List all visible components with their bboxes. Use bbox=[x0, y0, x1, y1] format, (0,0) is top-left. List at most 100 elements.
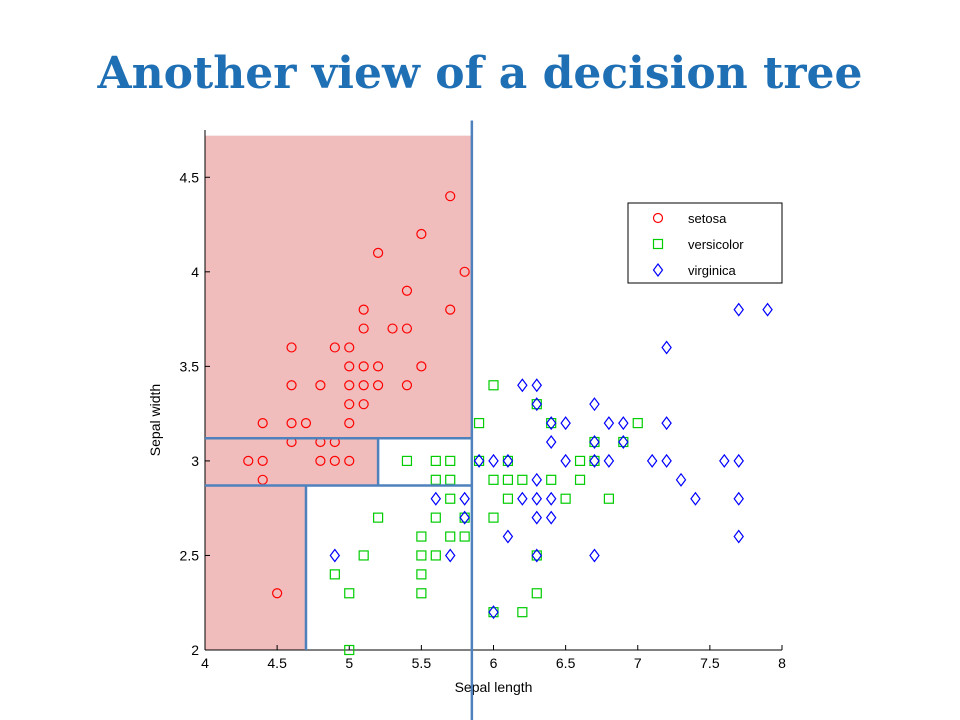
setosa-point bbox=[373, 361, 384, 372]
versicolor-point bbox=[574, 455, 586, 467]
y-tick-label: 4.5 bbox=[180, 169, 200, 185]
versicolor-point bbox=[416, 588, 427, 599]
decision-regions bbox=[205, 135, 472, 650]
setosa-point bbox=[373, 247, 384, 259]
virginica-point bbox=[444, 548, 456, 563]
virginica-point bbox=[603, 453, 615, 468]
virginica-point bbox=[560, 416, 571, 431]
versicolor-point bbox=[502, 474, 514, 485]
versicolor-point bbox=[531, 550, 542, 561]
versicolor-point bbox=[488, 380, 499, 391]
y-axis-label: Sepal width bbox=[147, 384, 163, 456]
setosa-point bbox=[358, 323, 369, 334]
versicolor-point bbox=[430, 474, 441, 485]
virginica-point bbox=[531, 510, 543, 525]
versicolor-point bbox=[358, 550, 369, 561]
legend: setosa versicolor virginica bbox=[627, 202, 783, 284]
versicolor-point bbox=[344, 644, 355, 656]
virginica-point bbox=[502, 453, 514, 468]
versicolor-point bbox=[531, 399, 542, 410]
versicolor-point bbox=[459, 531, 470, 542]
virginica-point bbox=[531, 472, 543, 487]
virginica-point bbox=[488, 453, 499, 468]
y-tick-label: 2.5 bbox=[180, 547, 200, 563]
setosa-point bbox=[286, 342, 297, 353]
x-tick-label: 5 bbox=[345, 655, 353, 671]
setosa-point bbox=[257, 417, 268, 429]
setosa-point bbox=[459, 266, 470, 277]
versicolor-point bbox=[473, 455, 485, 467]
versicolor-point bbox=[502, 455, 514, 467]
versicolor-point bbox=[589, 455, 600, 467]
virginica-point bbox=[531, 491, 543, 506]
virginica-point bbox=[733, 453, 744, 468]
versicolor-point bbox=[488, 512, 499, 523]
setosa-point bbox=[445, 304, 456, 315]
versicolor-point bbox=[445, 493, 456, 504]
setosa-point bbox=[401, 323, 413, 334]
setosa-point bbox=[344, 361, 355, 372]
y-tick-label: 3.5 bbox=[180, 358, 200, 374]
legend-label-versicolor: versicolor bbox=[688, 237, 744, 252]
decision-splits bbox=[205, 120, 474, 720]
setosa-point bbox=[344, 380, 355, 391]
virginica-point bbox=[531, 397, 543, 412]
virginica-point bbox=[502, 529, 514, 544]
versicolor-point bbox=[445, 455, 456, 467]
virginica-point bbox=[545, 510, 557, 525]
versicolor-point bbox=[430, 512, 441, 523]
setosa-point bbox=[344, 417, 355, 429]
setosa-point bbox=[416, 361, 427, 372]
versicolor-point bbox=[574, 474, 586, 485]
versicolor-point bbox=[401, 455, 413, 467]
virginica-point bbox=[719, 453, 730, 468]
virginica-point bbox=[646, 453, 658, 468]
versicolor-point bbox=[603, 493, 615, 504]
setosa-point bbox=[315, 380, 326, 391]
legend-label-virginica: virginica bbox=[688, 263, 736, 278]
versicolor-point bbox=[488, 474, 499, 485]
y-tick-label: 4 bbox=[191, 264, 199, 280]
versicolor-point bbox=[517, 474, 528, 485]
versicolor-point bbox=[344, 588, 355, 599]
setosa-point bbox=[358, 399, 369, 410]
setosa-point bbox=[315, 455, 326, 467]
virginica-point bbox=[603, 416, 615, 431]
versicolor-point bbox=[488, 607, 499, 618]
slide-title: Another view of a decision tree bbox=[97, 48, 863, 99]
x-tick-label: 5.5 bbox=[412, 655, 432, 671]
versicolor-point bbox=[589, 436, 600, 448]
virginica-point bbox=[560, 453, 571, 468]
virginica-point bbox=[531, 378, 543, 393]
versicolor-point bbox=[531, 588, 542, 599]
setosa-point bbox=[401, 285, 413, 296]
y-tick-label: 3 bbox=[191, 453, 199, 469]
x-axis-label: Sepal length bbox=[455, 679, 533, 695]
virginica-point bbox=[545, 435, 557, 449]
legend-label-setosa: setosa bbox=[688, 211, 727, 226]
legend-marker-virginica bbox=[652, 263, 664, 277]
versicolor-point bbox=[430, 550, 441, 561]
virginica-point bbox=[661, 416, 672, 431]
virginica-point bbox=[473, 453, 485, 468]
versicolor-point bbox=[445, 531, 456, 542]
virginica-point bbox=[661, 340, 672, 355]
region-2 bbox=[205, 438, 379, 486]
setosa-point bbox=[358, 380, 369, 391]
virginica-point bbox=[459, 491, 470, 506]
virginica-point bbox=[762, 302, 773, 317]
x-tick-label: 7 bbox=[634, 655, 642, 671]
virginica-point bbox=[531, 548, 543, 563]
virginica-point bbox=[545, 416, 557, 431]
setosa-point bbox=[358, 361, 369, 372]
versicolor-point bbox=[517, 607, 528, 618]
x-tick-label: 4.5 bbox=[267, 655, 287, 671]
setosa-point bbox=[373, 380, 384, 391]
setosa-point bbox=[416, 228, 427, 240]
setosa-point bbox=[272, 588, 283, 599]
virginica-point bbox=[589, 453, 600, 468]
x-tick-label: 6 bbox=[490, 655, 498, 671]
region-3 bbox=[205, 485, 306, 650]
virginica-point bbox=[733, 302, 744, 317]
